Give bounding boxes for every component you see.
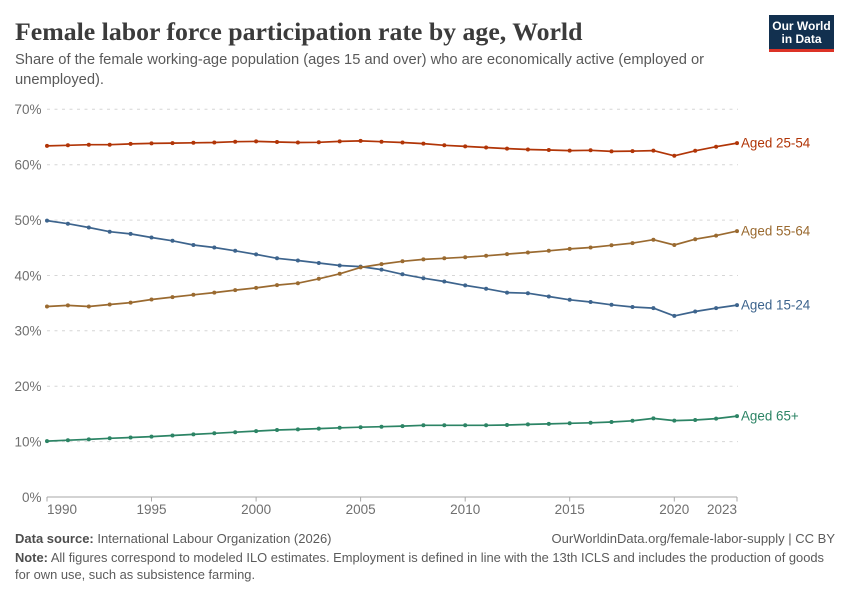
svg-text:40%: 40% [14,268,41,283]
svg-text:2015: 2015 [555,502,585,517]
svg-text:1990: 1990 [47,502,77,517]
svg-text:0%: 0% [22,490,42,505]
svg-text:Aged 15-24: Aged 15-24 [741,298,811,313]
svg-text:2020: 2020 [659,502,689,517]
svg-text:2000: 2000 [241,502,271,517]
svg-text:2005: 2005 [346,502,376,517]
svg-text:Aged 25-54: Aged 25-54 [741,136,811,151]
svg-text:60%: 60% [14,158,41,173]
svg-text:Aged 55-64: Aged 55-64 [741,224,811,239]
svg-text:20%: 20% [14,379,41,394]
svg-text:50%: 50% [14,213,41,228]
svg-text:30%: 30% [14,324,41,339]
svg-text:70%: 70% [14,102,41,117]
svg-text:1995: 1995 [136,502,166,517]
svg-text:2023: 2023 [707,502,737,517]
svg-text:10%: 10% [14,434,41,449]
svg-text:2010: 2010 [450,502,480,517]
svg-text:Aged 65+: Aged 65+ [741,409,799,424]
